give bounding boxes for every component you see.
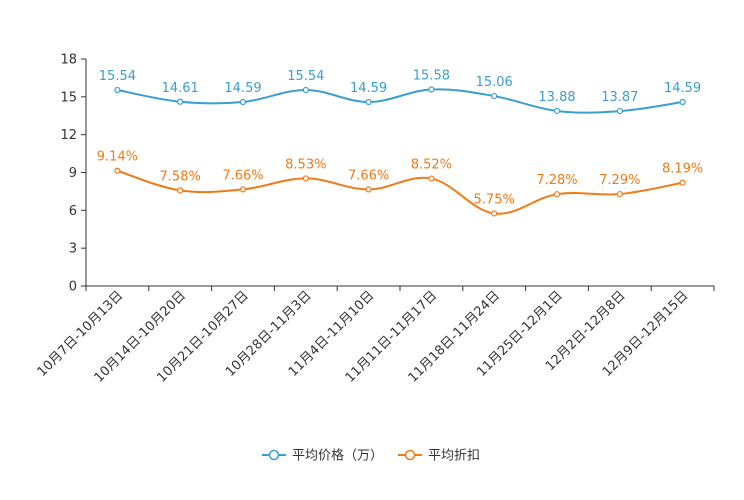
legend-item[interactable]: 平均折扣 <box>398 449 480 464</box>
data-label: 15.06 <box>476 75 513 90</box>
data-label: 14.59 <box>664 81 701 96</box>
y-tick-label: 3 <box>69 242 77 257</box>
data-point[interactable] <box>553 191 561 198</box>
data-label: 14.61 <box>162 81 199 96</box>
y-tick-label: 0 <box>69 280 77 295</box>
data-point[interactable] <box>114 86 121 94</box>
y-tick-label: 9 <box>69 166 77 181</box>
data-point[interactable] <box>302 175 309 182</box>
series-line <box>117 169 683 215</box>
legend-marker-icon <box>268 449 280 461</box>
data-point[interactable] <box>428 86 435 93</box>
legend-label: 平均价格（万） <box>292 448 383 464</box>
series-group <box>114 86 686 217</box>
data-label: 14.59 <box>224 81 261 96</box>
legend-label: 平均折扣 <box>428 449 480 464</box>
data-point[interactable] <box>177 98 184 105</box>
data-point[interactable] <box>114 167 121 174</box>
data-point[interactable] <box>616 107 623 115</box>
data-label: 7.66% <box>222 168 263 183</box>
data-point[interactable] <box>679 179 686 186</box>
legend[interactable]: 平均价格（万） 平均折扣 <box>262 448 480 464</box>
data-label: 7.58% <box>160 169 201 184</box>
data-point[interactable] <box>177 187 184 194</box>
data-label: 9.14% <box>97 150 138 165</box>
data-point[interactable] <box>428 175 435 182</box>
data-label: 15.58 <box>413 69 450 84</box>
data-point[interactable] <box>553 107 561 115</box>
data-label: 15.54 <box>287 69 324 84</box>
y-tick-label: 6 <box>69 204 77 219</box>
data-label: 8.52% <box>411 158 452 173</box>
data-point[interactable] <box>679 98 686 106</box>
data-label: 7.28% <box>536 173 577 188</box>
data-point[interactable] <box>239 98 247 106</box>
data-label: 7.29% <box>599 173 640 188</box>
y-tick-label: 18 <box>60 53 77 68</box>
data-point[interactable] <box>616 190 623 198</box>
series-line <box>117 88 683 114</box>
data-label: 7.66% <box>348 168 389 183</box>
legend-marker-icon <box>404 449 416 461</box>
data-label: 15.54 <box>99 69 136 84</box>
data-label: 8.19% <box>662 162 703 177</box>
data-point[interactable] <box>365 98 372 106</box>
data-label: 8.53% <box>285 157 326 172</box>
legend-item[interactable]: 平均价格（万） <box>262 448 383 464</box>
y-tick-label: 12 <box>60 128 77 143</box>
data-label: 14.59 <box>350 81 387 96</box>
data-point[interactable] <box>491 92 498 100</box>
data-label: 13.87 <box>601 90 638 105</box>
data-labels: 15.54 14.61 14.59 15.54 14.59 15.58 15.06 13.88… <box>97 69 704 208</box>
data-label: 13.88 <box>538 90 575 105</box>
y-tick-label: 15 <box>60 90 77 105</box>
data-point[interactable] <box>365 186 372 193</box>
data-point[interactable] <box>239 186 247 193</box>
data-point[interactable] <box>302 86 309 94</box>
data-point[interactable] <box>491 210 498 217</box>
data-label: 5.75% <box>474 192 515 207</box>
